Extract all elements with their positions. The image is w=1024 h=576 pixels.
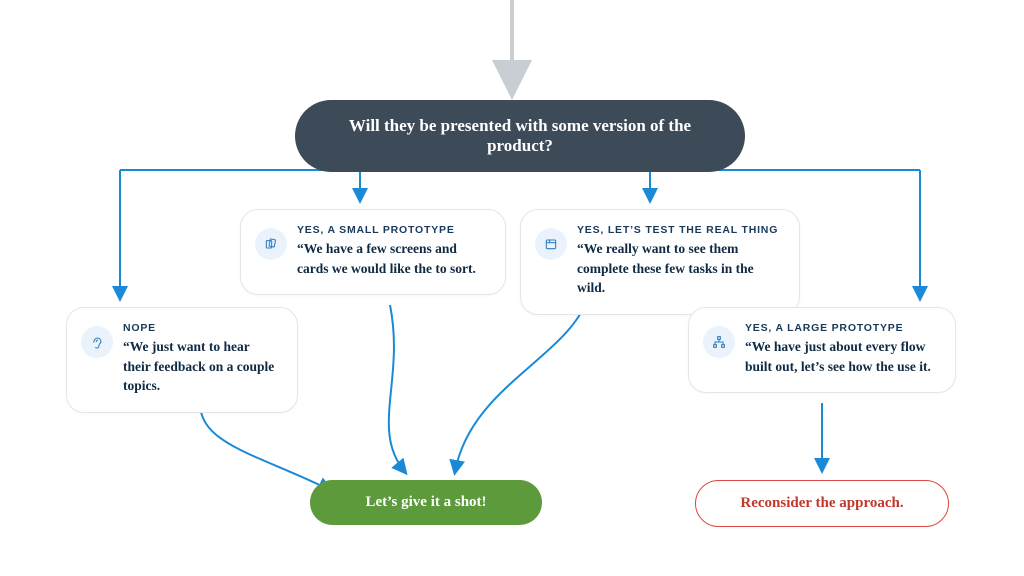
outcome-text: Reconsider the approach.	[740, 495, 903, 511]
package-icon	[535, 228, 567, 260]
ear-icon	[81, 326, 113, 358]
card-quote: “We have just about every flow built out…	[745, 337, 937, 376]
edge-small-go	[389, 305, 405, 472]
card-quote: “We really want to see them complete the…	[577, 239, 781, 298]
question-text: Will they be presented with some version…	[349, 116, 691, 155]
card-quote: “We just want to hear their feedback on …	[123, 337, 279, 396]
card-heading: YES, LET’S TEST THE REAL THING	[577, 224, 781, 236]
card-quote: “We have a few screens and cards we woul…	[297, 239, 487, 278]
card-small-prototype: YES, A SMALL PROTOTYPE “We have a few sc…	[240, 209, 506, 295]
sitemap-icon	[703, 326, 735, 358]
card-real-thing: YES, LET’S TEST THE REAL THING “We reall…	[520, 209, 800, 315]
edge-real-go	[455, 305, 585, 472]
edge-nope-go	[200, 403, 330, 490]
card-large-prototype: YES, A LARGE PROTOTYPE “We have just abo…	[688, 307, 956, 393]
outcome-go: Let’s give it a shot!	[310, 480, 542, 525]
card-heading: NOPE	[123, 322, 279, 334]
card-nope: NOPE “We just want to hear their feedbac…	[66, 307, 298, 413]
outcome-text: Let’s give it a shot!	[365, 494, 486, 510]
card-heading: YES, A SMALL PROTOTYPE	[297, 224, 487, 236]
cards-icon	[255, 228, 287, 260]
question-node: Will they be presented with some version…	[295, 100, 745, 172]
card-heading: YES, A LARGE PROTOTYPE	[745, 322, 937, 334]
outcome-reconsider: Reconsider the approach.	[695, 480, 949, 527]
